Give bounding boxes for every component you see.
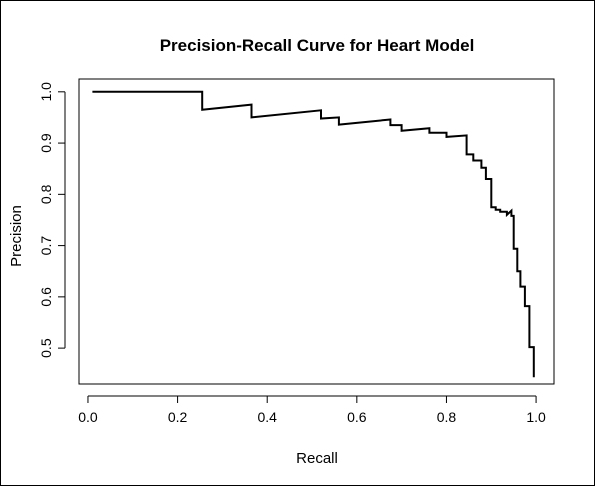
y-tick-label: 1.0	[38, 82, 54, 102]
y-axis: 0.5 0.6 0.7 0.8 0.9 1.0	[38, 82, 66, 358]
y-tick-label: 0.5	[38, 338, 54, 358]
x-tick-label: 0.0	[78, 409, 98, 425]
chart-title: Precision-Recall Curve for Heart Model	[160, 36, 475, 55]
y-tick-label: 0.6	[38, 287, 54, 307]
precision-recall-line	[92, 90, 535, 378]
plot-box	[78, 78, 555, 385]
y-tick-label: 0.9	[38, 133, 54, 153]
x-axis-label: Recall	[296, 450, 338, 467]
x-tick-label: 1.0	[526, 409, 546, 425]
y-tick-label: 0.8	[38, 184, 54, 204]
series-group	[92, 90, 535, 378]
x-tick-label: 0.8	[437, 409, 457, 425]
x-tick-label: 0.4	[257, 409, 277, 425]
x-axis: 0.0 0.2 0.4 0.6 0.8 1.0	[78, 395, 546, 425]
y-tick-label: 0.7	[38, 236, 54, 256]
x-tick-label: 0.2	[168, 409, 188, 425]
x-tick-label: 0.6	[347, 409, 367, 425]
y-axis-label: Precision	[8, 205, 25, 267]
